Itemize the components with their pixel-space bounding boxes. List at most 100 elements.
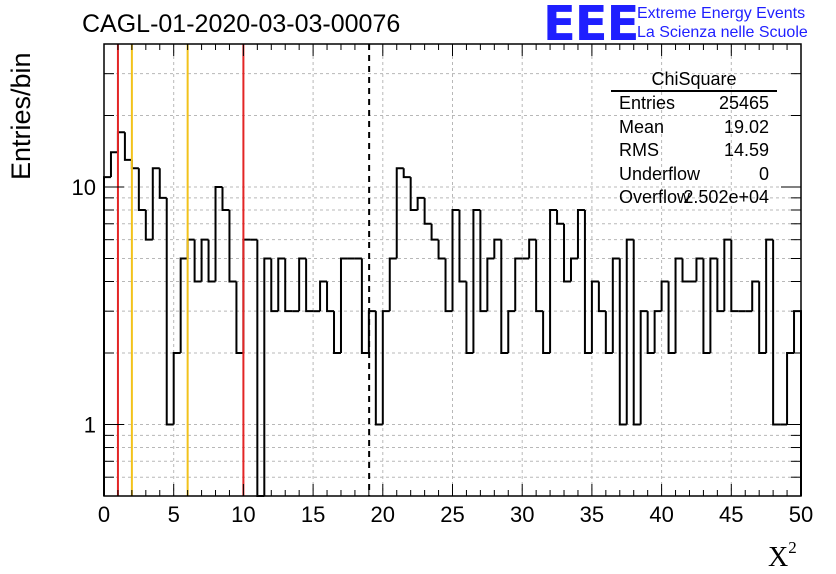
histogram-bin (242, 238, 251, 354)
histogram-bin (569, 257, 578, 282)
x-tick-label: 20 (371, 502, 395, 527)
histogram-bin (667, 281, 676, 355)
histogram-bin (109, 151, 118, 178)
histogram-bin (646, 311, 655, 355)
x-axis-label: X2 (768, 538, 797, 574)
histogram-bin (514, 257, 523, 312)
histogram-bin (402, 168, 411, 179)
x-tick-label: 40 (649, 502, 673, 527)
histogram-bin (207, 239, 216, 283)
histogram-bin (235, 281, 244, 355)
x-tick-label: 50 (789, 502, 813, 527)
stats-key: Entries (619, 93, 676, 113)
histogram-bin (479, 210, 488, 313)
histogram-bin (549, 209, 558, 354)
histogram-bin (604, 311, 613, 355)
stats-value: 0 (758, 163, 769, 184)
histogram-bin (437, 239, 446, 260)
histogram-bin (103, 176, 111, 496)
histogram-bin (256, 239, 265, 497)
histogram-bin (333, 311, 341, 355)
histogram-bin (465, 281, 474, 355)
histogram-bin (263, 257, 272, 496)
histogram-bin (388, 257, 397, 312)
histogram-bin (535, 239, 544, 313)
histogram-bin (360, 258, 369, 355)
stats-row-entries: Entries 25465 (611, 92, 777, 116)
y-axis-label: Entries/bin (6, 52, 36, 180)
histogram-bin (765, 238, 774, 354)
histogram-bin (326, 281, 335, 313)
stats-value: 19.02 (723, 116, 769, 137)
logo-line-2: La Scienza nelle Scuole (637, 24, 808, 41)
y-tick-label: 10 (72, 175, 96, 200)
x-tick-label: 45 (719, 502, 743, 527)
histogram-bin (758, 281, 767, 355)
histogram-bin (144, 210, 153, 241)
histogram-bin (116, 131, 125, 153)
histogram-bin (507, 310, 516, 354)
histogram-bin (381, 310, 390, 425)
y-tick-label: 1 (84, 413, 96, 438)
histogram-bin (493, 238, 502, 259)
tick-layer: 0 5 10 15 20 25 30 35 40 45 50 1 10 (72, 44, 813, 527)
histogram-bin (786, 352, 795, 425)
histogram-bin (618, 258, 627, 426)
histogram-bin (695, 257, 704, 282)
histogram-bin (193, 239, 202, 283)
x-tick-label: 15 (301, 502, 325, 527)
histogram-bin (277, 257, 286, 312)
histogram-bin (702, 258, 711, 355)
histogram-bin (151, 167, 160, 240)
chart-title: CAGL-01-2020-03-03-00076 (82, 10, 401, 38)
histogram-bin (723, 238, 732, 312)
logo-line-1: Extreme Energy Events (637, 5, 806, 22)
histogram-bin (423, 197, 432, 225)
histogram-bin (653, 310, 662, 354)
x-tick-label: 5 (168, 502, 180, 527)
stats-row-rms: RMS 14.59 (611, 139, 777, 163)
histogram-bin (472, 209, 481, 354)
stats-row-underflow: Underflow 0 (611, 163, 777, 187)
stats-key: Underflow (619, 163, 701, 184)
histogram-bin (130, 159, 139, 170)
histogram-bin (583, 210, 592, 355)
stats-key: RMS (619, 140, 659, 160)
histogram-bin (660, 280, 669, 312)
histogram-bin (137, 168, 146, 212)
histogram-bin (395, 167, 404, 259)
histogram-bin (270, 258, 279, 313)
histogram-bin (674, 257, 683, 354)
histogram-bin (179, 257, 188, 354)
x-axis-label-superscript: 2 (788, 538, 797, 557)
histogram-bin (123, 132, 132, 161)
stats-box-title: ChiSquare (611, 68, 777, 92)
histogram-bin (528, 238, 537, 259)
histogram-bin (409, 177, 418, 212)
histogram-bin (186, 238, 195, 259)
histogram-bin (681, 258, 690, 283)
histogram-bin (611, 257, 620, 354)
histogram-bin (542, 311, 551, 355)
stats-row-mean: Mean 19.02 (611, 116, 777, 140)
x-tick-label: 0 (98, 502, 110, 527)
histogram-bin (563, 223, 571, 283)
histogram-bin (716, 258, 725, 313)
histogram-bin (793, 310, 802, 496)
histogram-bin (374, 311, 383, 426)
stats-row-overflow: Overflow 2.502e+04 (611, 186, 777, 210)
x-tick-label: 35 (580, 502, 604, 527)
histogram-bin (625, 238, 634, 425)
histogram-bin (451, 209, 460, 312)
histogram-bin (597, 281, 606, 313)
histogram-bin (486, 257, 495, 312)
histogram-bin (284, 258, 293, 313)
histogram-bin (639, 310, 648, 425)
histogram-bin (158, 168, 167, 199)
x-tick-label: 10 (231, 502, 255, 527)
histogram-bin (556, 210, 565, 225)
histogram-bin (576, 209, 585, 259)
stats-value: 14.59 (723, 140, 769, 160)
histogram-bin (416, 196, 425, 211)
